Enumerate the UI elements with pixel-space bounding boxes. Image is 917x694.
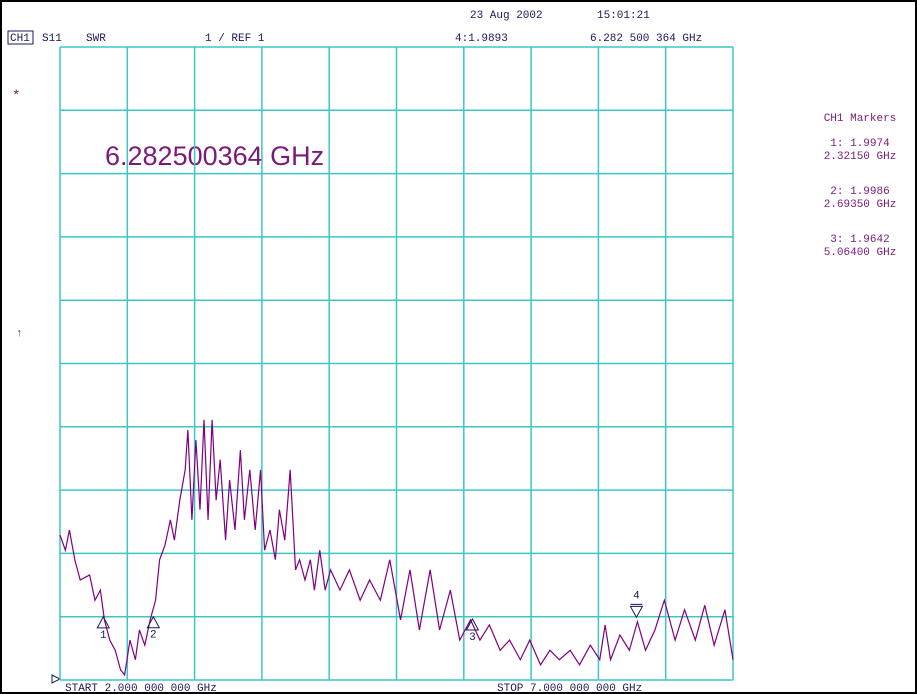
marker-label: 3 [469,632,476,644]
marker [96,615,111,629]
channel-box [7,30,34,45]
marker-frequency: 2.32150 GHz [824,151,897,163]
marker-label: 4 [633,590,640,602]
marker [146,615,161,629]
marker-value: 2: 1.9986 [830,186,889,198]
marker-label: 2 [150,630,157,642]
active-marker-frequency: 6.282 500 364 GHz [590,33,702,45]
frequency-display: 6.282500364 GHz [105,141,324,171]
scale-label: 1 / REF 1 [205,33,265,45]
parameter: S11 [42,33,62,45]
channel: CH1 [10,33,30,45]
marker-frequency: 2.69350 GHz [824,199,897,211]
format: SWR [86,33,106,45]
active-marker [629,605,644,619]
marker [465,617,480,631]
markers-title: CH1 Markers [824,113,897,125]
start-label: START 2.000 000 000 GHz [65,683,217,694]
stop-label: STOP 7.000 000 000 GHz [497,683,642,694]
reference-pointer [51,674,62,684]
marker-value: 1: 1.9974 [830,138,890,150]
marker-frequency: 5.06400 GHz [824,247,897,259]
annotation: * [12,89,20,105]
annotation: ↑ [16,328,23,340]
marker-label: 1 [100,630,107,642]
active-marker-value: 4:1.9893 [455,33,508,45]
marker-value: 3: 1.9642 [830,234,889,246]
date: 23 Aug 2002 [470,10,543,22]
time: 15:01:21 [597,10,650,22]
trace [59,419,734,677]
